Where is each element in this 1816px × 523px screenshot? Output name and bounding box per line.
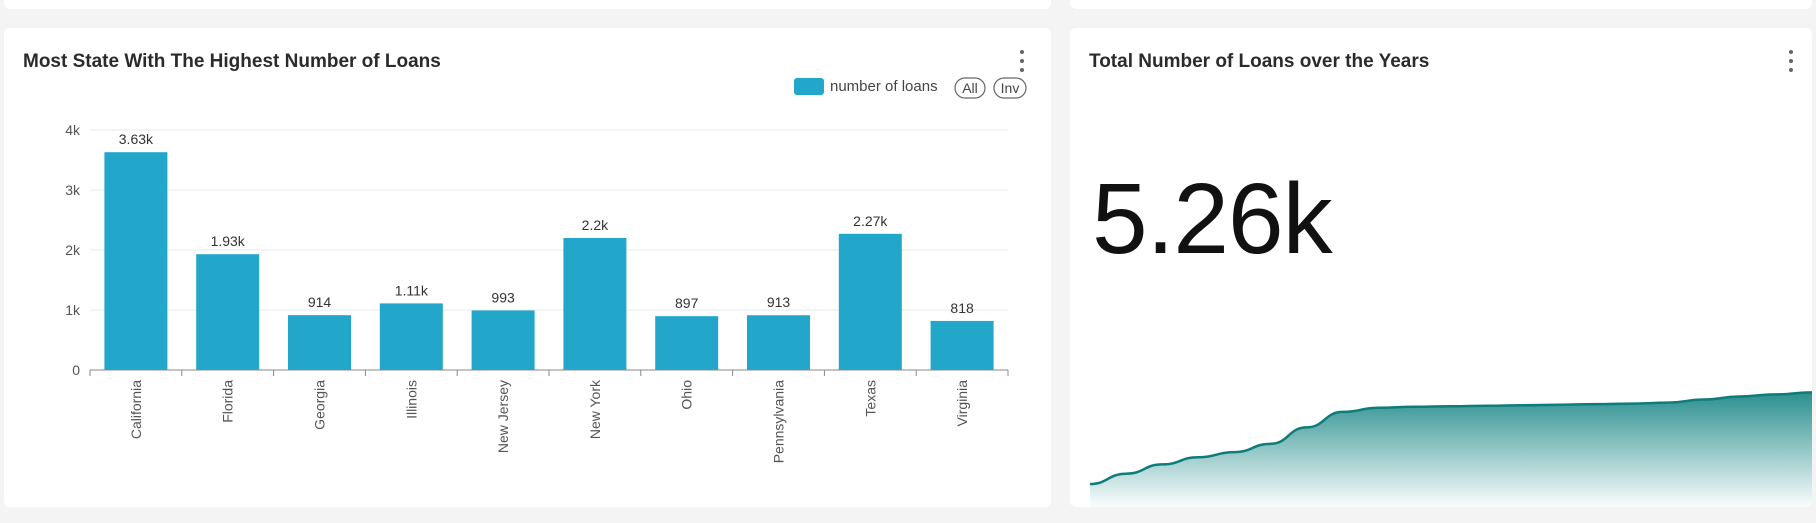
x-tick-label: Virginia	[954, 380, 970, 427]
bar-chart-title: Most State With The Highest Number of Lo…	[23, 51, 441, 72]
bar[interactable]	[288, 315, 351, 370]
x-tick-label: New York	[587, 379, 603, 439]
y-tick-label: 0	[72, 362, 80, 378]
trend-area-chart	[1089, 391, 1812, 507]
trend-area-fill	[1090, 392, 1812, 507]
x-tick-label: New Jersey	[495, 380, 511, 453]
bar-value-label: 2.27k	[853, 213, 888, 229]
bar[interactable]	[471, 310, 535, 370]
y-tick-label: 2k	[65, 242, 81, 258]
top-card-edge-left	[4, 0, 1051, 9]
kpi-title: Total Number of Loans over the Years	[1089, 51, 1430, 72]
legend-all-label: All	[962, 80, 978, 96]
legend-inv-label: Inv	[1001, 80, 1020, 96]
x-tick-label: California	[128, 380, 144, 439]
total-loans-card: Total Number of Loans over the Years 5.2…	[1070, 28, 1812, 507]
loans-by-state-card: Most State With The Highest Number of Lo…	[4, 28, 1051, 507]
x-tick-label: Georgia	[312, 380, 328, 430]
y-axis: 0 1k 2k 3k 4k	[65, 122, 81, 378]
bar-value-label: 1.11k	[395, 282, 429, 298]
x-tick-label: Pennsylvania	[771, 380, 787, 463]
bar[interactable]	[747, 315, 810, 370]
bar-value-label: 897	[675, 295, 699, 311]
more-vertical-icon[interactable]	[1014, 50, 1030, 72]
y-tick-label: 1k	[65, 302, 81, 318]
legend-inv-button[interactable]: Inv	[993, 77, 1027, 99]
legend-swatch[interactable]	[794, 78, 824, 95]
x-tick-label: Texas	[862, 380, 878, 417]
bar-value-label: 2.2k	[582, 217, 609, 233]
kpi-value: 5.26k	[1092, 163, 1333, 275]
x-tick-label: Florida	[220, 380, 236, 423]
bars: 3.63k 1.93k 914 1.11k 993 2.2k 897 913 2.27k 818	[104, 131, 994, 370]
legend-all-button[interactable]: All	[954, 77, 986, 99]
x-tick-label: Ohio	[679, 380, 695, 410]
y-tick-label: 3k	[65, 182, 81, 198]
trend-line	[1089, 391, 1812, 486]
top-card-edge-right	[1070, 0, 1812, 9]
bar-value-label: 993	[491, 289, 515, 305]
chart-legend: number of loans All Inv	[794, 77, 1027, 99]
bar-value-label: 3.63k	[119, 131, 154, 147]
legend-label[interactable]: number of loans	[830, 78, 938, 95]
bar-chart: number of loans All Inv 0 1k 2k 3k 4k 3.63k 1…	[65, 77, 1027, 463]
bar-value-label: 913	[767, 294, 791, 310]
bar-value-label: 1.93k	[211, 233, 246, 249]
bar-value-label: 818	[950, 300, 974, 316]
x-tick-label: Illinois	[403, 380, 419, 419]
x-axis: California Florida Georgia Illinois New Jers…	[89, 369, 1009, 463]
bar-value-label: 914	[308, 294, 332, 310]
bar[interactable]	[104, 152, 168, 370]
bar[interactable]	[563, 238, 627, 370]
bar[interactable]	[655, 316, 719, 370]
bar[interactable]	[196, 254, 260, 370]
more-vertical-icon[interactable]	[1783, 50, 1799, 72]
y-tick-label: 4k	[65, 122, 81, 138]
bar[interactable]	[930, 320, 994, 370]
bar[interactable]	[838, 233, 902, 370]
bar[interactable]	[379, 303, 443, 370]
